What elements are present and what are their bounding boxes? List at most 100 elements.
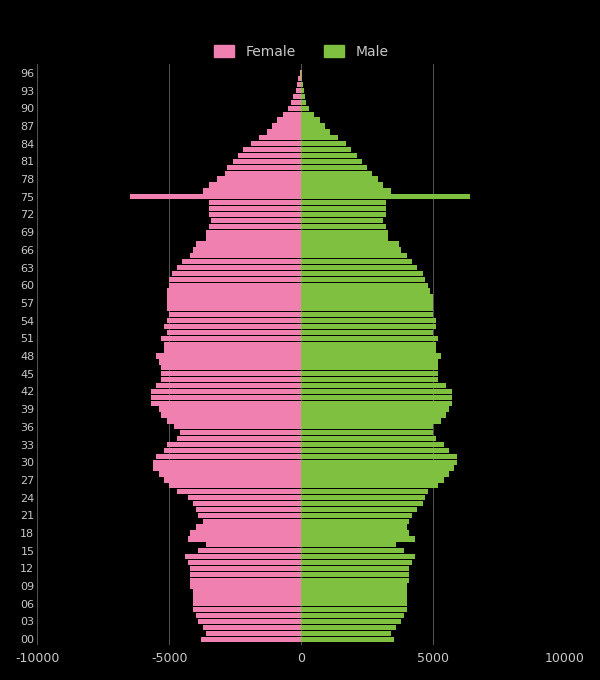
Bar (301, 330, 433, 335)
Bar (298, 76, 301, 82)
Bar (301, 418, 441, 424)
Bar (161, 371, 301, 376)
Bar (301, 590, 407, 594)
Bar (154, 460, 301, 465)
Bar (301, 354, 441, 358)
Bar (301, 248, 401, 252)
Bar (177, 436, 301, 441)
Bar (156, 454, 301, 459)
Bar (301, 607, 407, 612)
Bar (301, 513, 412, 518)
Bar (301, 601, 407, 607)
Bar (301, 383, 446, 388)
Bar (301, 548, 404, 554)
Bar (167, 288, 301, 294)
Bar (301, 530, 409, 536)
Bar (301, 76, 302, 82)
Bar (238, 153, 301, 158)
Bar (301, 336, 439, 341)
Bar (301, 407, 449, 412)
Bar (301, 566, 409, 571)
Bar (301, 412, 446, 418)
Bar (206, 542, 301, 547)
Bar (167, 318, 301, 323)
Bar (301, 495, 425, 500)
Bar (130, 194, 301, 199)
Bar (164, 324, 301, 329)
Bar (301, 519, 409, 524)
Bar (301, 359, 439, 364)
Bar (188, 537, 301, 541)
Bar (301, 271, 422, 276)
Bar (301, 537, 415, 541)
Bar (158, 359, 301, 364)
Bar (151, 394, 301, 400)
Bar (301, 389, 452, 394)
Bar (224, 171, 301, 176)
Bar (151, 401, 301, 406)
Bar (301, 301, 433, 305)
Bar (301, 135, 338, 141)
Bar (300, 70, 301, 75)
Bar (301, 230, 388, 235)
Bar (209, 200, 301, 205)
Bar (301, 436, 436, 441)
Bar (161, 377, 301, 382)
Bar (301, 447, 449, 453)
Bar (267, 129, 301, 135)
Bar (164, 347, 301, 353)
Bar (301, 224, 386, 229)
Bar (164, 341, 301, 347)
Bar (188, 560, 301, 565)
Bar (190, 253, 301, 258)
Bar (164, 477, 301, 483)
Bar (196, 613, 301, 618)
Bar (301, 341, 436, 347)
Bar (203, 519, 301, 524)
Bar (251, 141, 301, 146)
Bar (301, 312, 433, 318)
Bar (301, 265, 417, 270)
Bar (301, 365, 439, 371)
Bar (301, 182, 383, 188)
Bar (301, 129, 330, 135)
Bar (301, 277, 425, 282)
Bar (233, 158, 301, 164)
Bar (301, 147, 351, 152)
Bar (158, 407, 301, 412)
Bar (301, 524, 407, 530)
Legend: Female, Male: Female, Male (208, 39, 394, 64)
Bar (301, 306, 433, 311)
Bar (167, 418, 301, 424)
Bar (158, 471, 301, 477)
Bar (283, 112, 301, 117)
Bar (182, 259, 301, 265)
Bar (301, 424, 433, 430)
Bar (203, 188, 301, 194)
Bar (193, 607, 301, 612)
Bar (272, 123, 301, 129)
Bar (185, 554, 301, 559)
Bar (206, 630, 301, 636)
Bar (301, 294, 433, 300)
Bar (243, 147, 301, 152)
Bar (301, 625, 396, 630)
Bar (301, 70, 302, 75)
Bar (164, 447, 301, 453)
Bar (301, 465, 454, 471)
Bar (301, 283, 428, 288)
Bar (156, 383, 301, 388)
Bar (301, 112, 314, 117)
Bar (301, 560, 412, 565)
Bar (167, 442, 301, 447)
Bar (301, 471, 449, 477)
Bar (301, 118, 320, 123)
Bar (301, 572, 409, 577)
Bar (193, 248, 301, 252)
Bar (301, 105, 309, 111)
Bar (167, 306, 301, 311)
Bar (190, 566, 301, 571)
Bar (209, 211, 301, 217)
Bar (193, 595, 301, 600)
Bar (301, 489, 428, 494)
